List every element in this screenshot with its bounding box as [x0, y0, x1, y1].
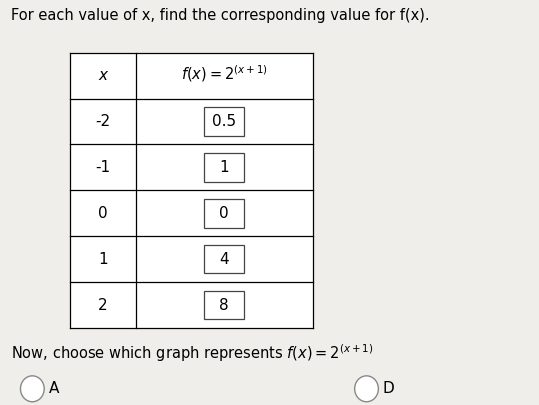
Text: 0: 0	[98, 206, 108, 221]
Text: Now, choose which graph represents $f(x) = 2^{(x+1)}$: Now, choose which graph represents $f(x)…	[11, 342, 373, 364]
Bar	[204, 107, 244, 136]
Bar	[204, 153, 244, 181]
Text: $f(x) = 2^{(x+1)}$: $f(x) = 2^{(x+1)}$	[181, 63, 267, 84]
Text: -2: -2	[95, 114, 110, 129]
Text: A: A	[49, 381, 59, 396]
Bar	[204, 199, 244, 228]
Text: 0.5: 0.5	[212, 114, 236, 129]
Text: 1: 1	[219, 160, 229, 175]
Text: 1: 1	[98, 252, 108, 267]
Text: D: D	[383, 381, 395, 396]
Bar	[204, 245, 244, 273]
Ellipse shape	[20, 376, 44, 402]
Bar	[204, 291, 244, 319]
Text: -1: -1	[95, 160, 110, 175]
Text: 0: 0	[219, 206, 229, 221]
Text: 2: 2	[98, 298, 108, 313]
Ellipse shape	[355, 376, 378, 402]
Text: 4: 4	[219, 252, 229, 267]
Text: 8: 8	[219, 298, 229, 313]
Text: x: x	[98, 68, 107, 83]
Text: For each value of x, find the corresponding value for f(x).: For each value of x, find the correspond…	[11, 8, 430, 23]
